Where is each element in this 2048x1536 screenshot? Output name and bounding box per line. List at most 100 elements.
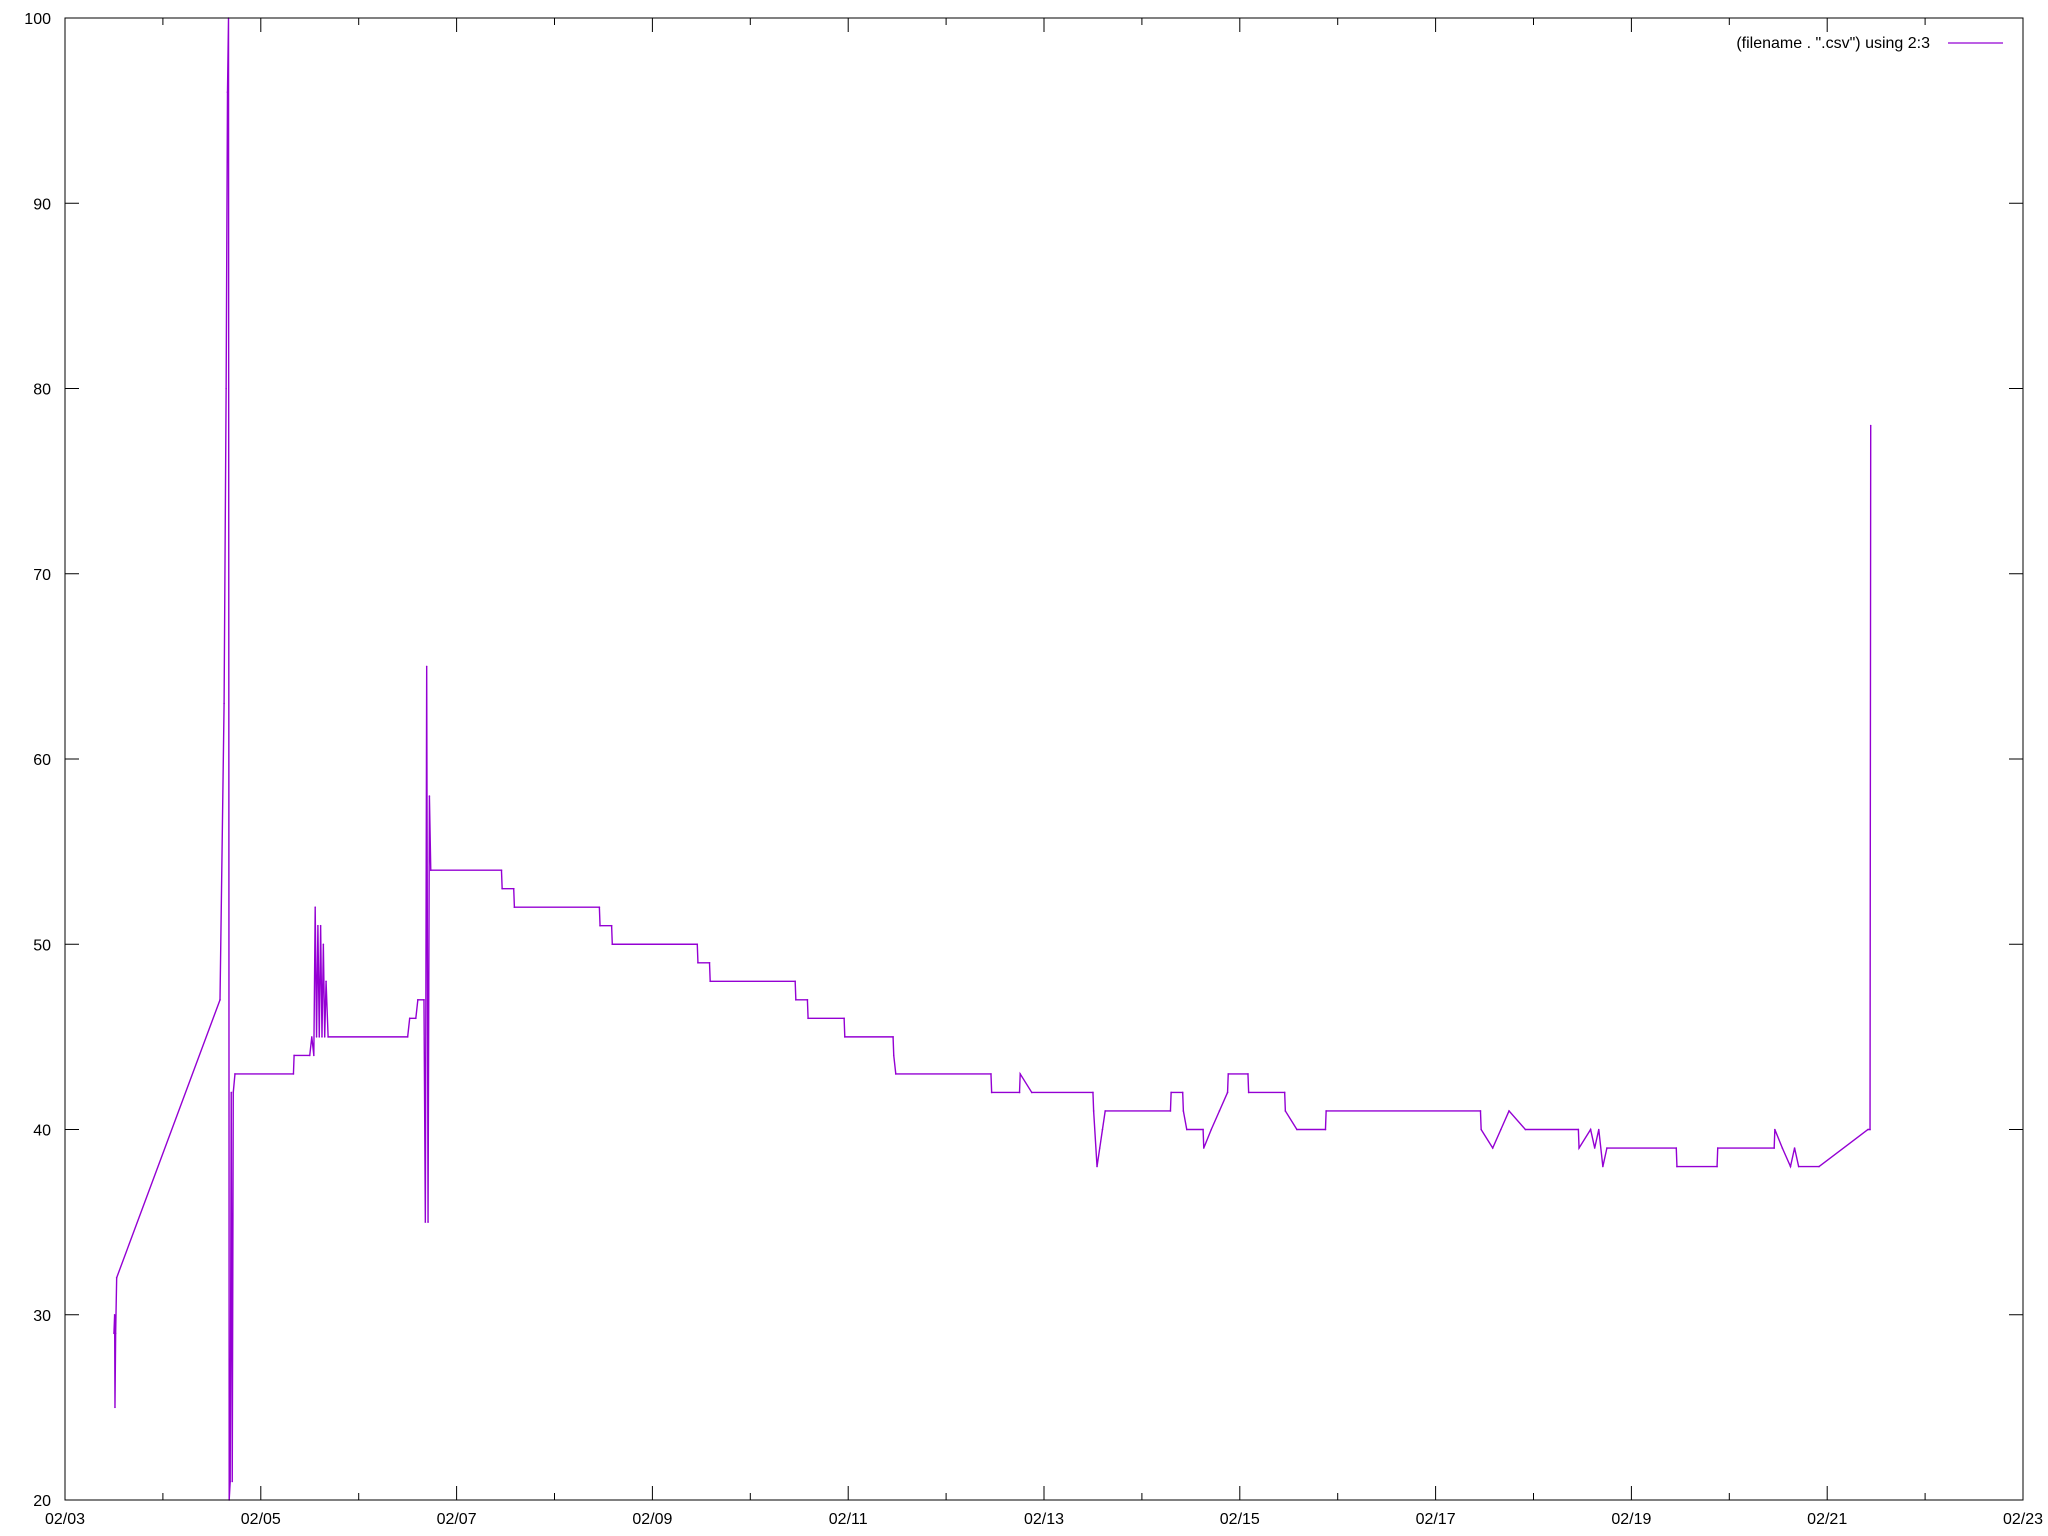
y-tick-label: 60 xyxy=(33,752,51,769)
x-tick-label: 02/07 xyxy=(437,1511,477,1528)
data-point xyxy=(232,1091,235,1094)
data-point xyxy=(1578,1147,1580,1149)
data-point xyxy=(1781,1147,1784,1149)
data-point xyxy=(1793,1147,1796,1149)
data-point xyxy=(1869,424,1872,427)
data-point xyxy=(1789,1165,1792,1168)
data-point xyxy=(114,1332,117,1335)
data-point xyxy=(1202,1147,1205,1149)
data-point xyxy=(1508,1110,1510,1112)
data-point xyxy=(709,980,711,983)
data-point xyxy=(1491,1147,1494,1149)
y-axis: 20 30 40 50 60 70 80 90 100 xyxy=(24,11,2023,1510)
x-axis: 02/03 02/05 02/07 02/09 02/11 02/13 02/15 02/17… xyxy=(45,18,2043,1528)
data-point xyxy=(1182,1110,1185,1112)
data-point xyxy=(1096,1165,1098,1168)
data-point xyxy=(1818,1165,1820,1168)
data-point xyxy=(844,1036,846,1038)
data-point xyxy=(115,1276,118,1279)
x-tick-label: 02/05 xyxy=(241,1511,281,1528)
data-point xyxy=(308,1054,311,1057)
data-point xyxy=(319,924,322,927)
data-point xyxy=(708,961,711,964)
y-tick-label: 50 xyxy=(33,937,51,954)
data-point xyxy=(424,1221,427,1223)
data-point xyxy=(1500,1128,1502,1131)
data-point xyxy=(892,1054,895,1057)
data-point xyxy=(1101,1128,1104,1131)
data-point xyxy=(1284,1110,1287,1112)
data-point xyxy=(219,999,221,1001)
x-tick-label: 02/03 xyxy=(45,1511,85,1528)
data-point xyxy=(113,1332,115,1335)
data-point xyxy=(417,999,419,1001)
data-point xyxy=(1867,1128,1869,1131)
data-point xyxy=(599,924,601,927)
x-tick-label: 02/17 xyxy=(1416,1511,1456,1528)
legend: (filename . ".csv") using 2:3 xyxy=(1736,35,2003,52)
data-point xyxy=(1247,1091,1250,1094)
data-point xyxy=(1181,1091,1184,1094)
data-point xyxy=(293,1054,295,1057)
data-point xyxy=(1104,1110,1106,1112)
data-point xyxy=(318,1036,321,1038)
data-point xyxy=(406,1036,409,1038)
data-point xyxy=(1774,1128,1776,1131)
data-point xyxy=(234,1073,236,1075)
data-point xyxy=(322,943,325,946)
data-point xyxy=(1170,1091,1172,1094)
y-tick-label: 70 xyxy=(33,567,51,584)
data-point xyxy=(313,1054,315,1057)
data-point xyxy=(429,869,432,871)
data-point xyxy=(1593,1147,1596,1149)
data-point xyxy=(794,980,796,983)
data-point xyxy=(1602,1165,1604,1168)
data-point xyxy=(807,1017,809,1020)
data-point xyxy=(1480,1128,1482,1131)
x-tick-label: 02/11 xyxy=(829,1511,868,1528)
data-point xyxy=(428,795,431,797)
data-point xyxy=(1019,1073,1021,1075)
data-point xyxy=(1226,1091,1229,1094)
data-point xyxy=(1675,1147,1678,1149)
data-point xyxy=(1325,1110,1327,1112)
data-point xyxy=(292,1073,295,1075)
data-point xyxy=(894,1073,897,1075)
y-tick-label: 40 xyxy=(33,1123,51,1140)
data-point xyxy=(500,869,503,871)
series-layer xyxy=(113,17,1872,1501)
data-point xyxy=(1283,1091,1286,1094)
y-tick-label: 90 xyxy=(33,196,51,213)
data-point xyxy=(310,1036,313,1038)
data-point xyxy=(795,999,797,1001)
data-point xyxy=(225,387,227,390)
data-point xyxy=(1716,1165,1718,1168)
data-point xyxy=(229,1480,232,1483)
data-point xyxy=(223,702,225,705)
data-point xyxy=(1227,1073,1230,1075)
data-point xyxy=(114,1406,116,1409)
x-tick-label: 02/09 xyxy=(632,1511,672,1528)
data-point xyxy=(697,961,699,964)
data-point xyxy=(1869,1128,1871,1131)
data-point xyxy=(325,980,327,983)
legend-label: (filename . ".csv") using 2:3 xyxy=(1736,35,1930,52)
data-point xyxy=(1524,1128,1527,1131)
data-point xyxy=(408,1017,411,1020)
data-point xyxy=(1797,1165,1800,1168)
data-point xyxy=(427,1221,429,1223)
data-point xyxy=(1202,1128,1204,1131)
data-point xyxy=(1098,1147,1101,1149)
data-point xyxy=(512,887,515,890)
data-point xyxy=(327,1036,329,1038)
data-point xyxy=(1092,1091,1094,1094)
data-point xyxy=(323,1036,326,1038)
data-point xyxy=(1018,1091,1021,1094)
data-point xyxy=(1030,1091,1033,1094)
data-point xyxy=(423,999,425,1001)
data-point xyxy=(1210,1128,1213,1131)
data-point xyxy=(1589,1128,1592,1131)
data-point xyxy=(611,943,614,946)
